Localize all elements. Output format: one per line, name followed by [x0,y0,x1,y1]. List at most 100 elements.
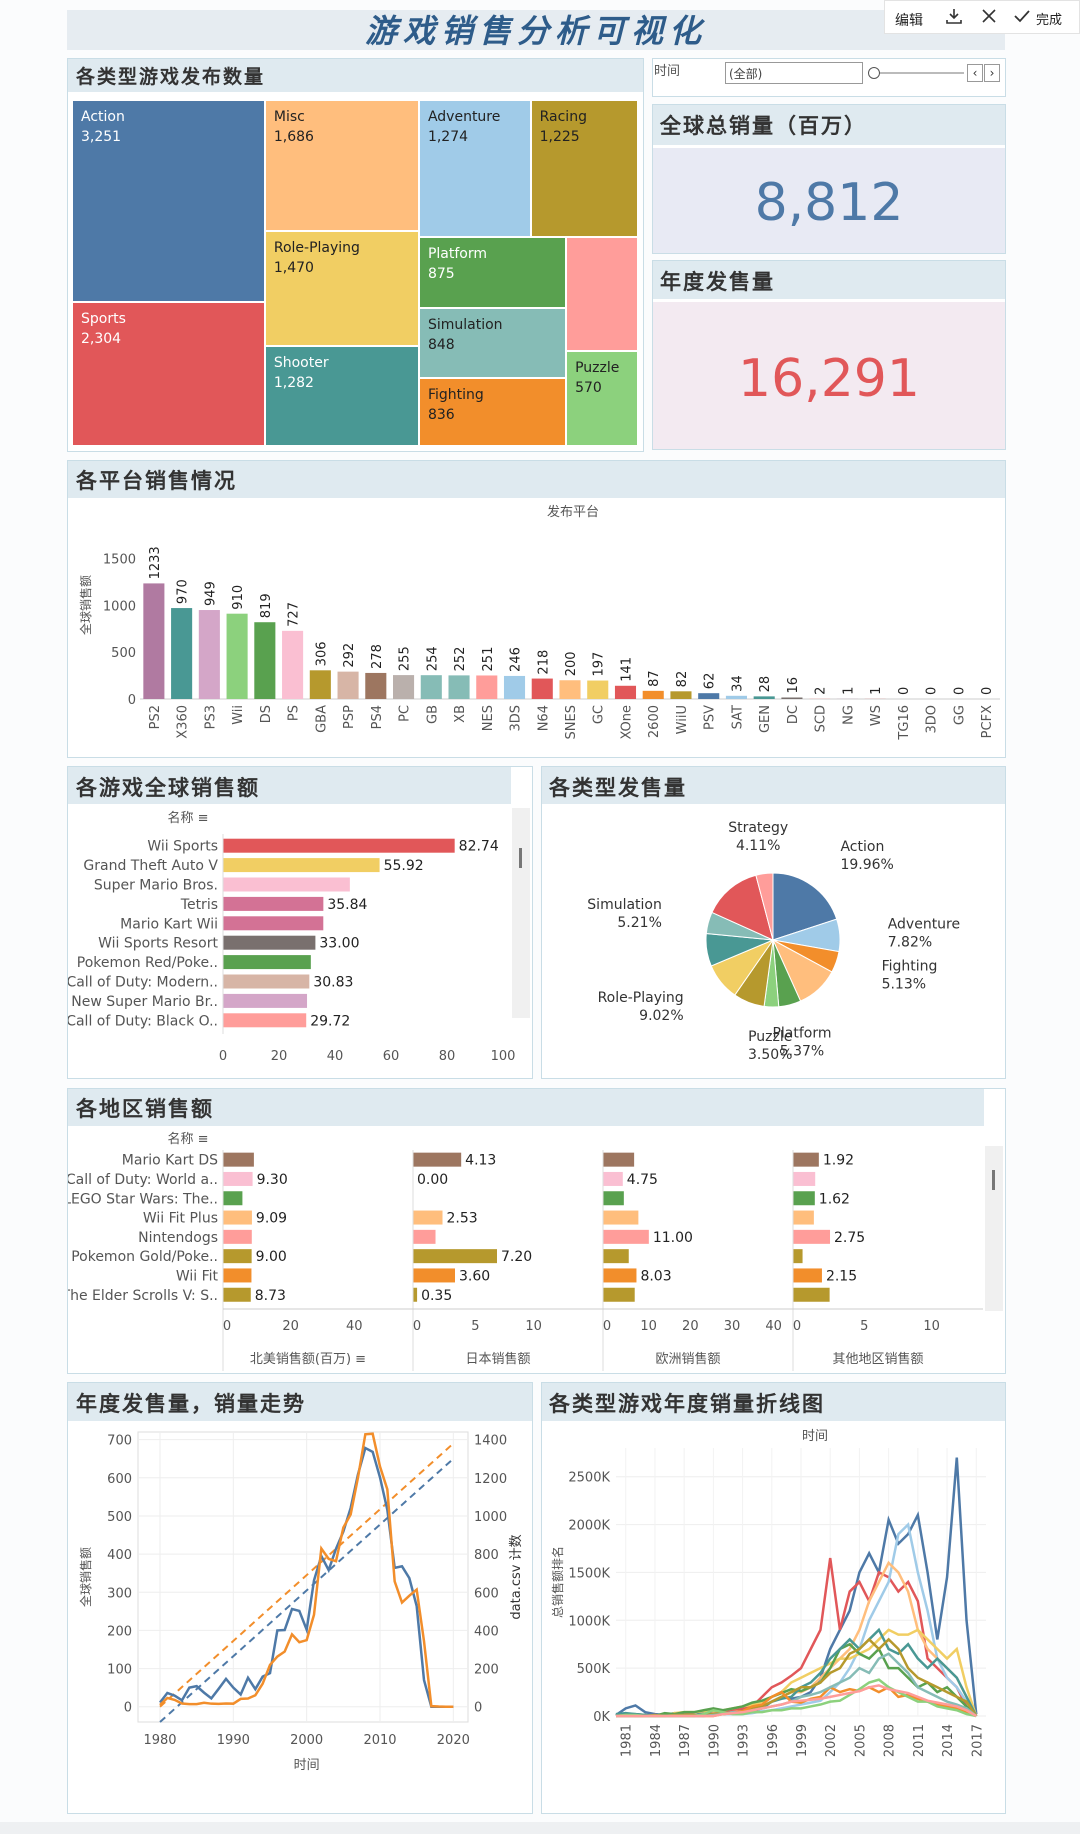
pie-slice-pct: 3.50% [748,1047,792,1063]
platform-xtick: X360 [176,705,191,739]
download-icon[interactable] [944,6,964,30]
pie-slice-name: Fighting [882,959,938,975]
regions-bar [223,1171,253,1186]
platform-bar-label: 218 [536,650,551,675]
treemap-cell-fighting[interactable]: Fighting 836 [418,377,567,446]
regions-bar [603,1152,635,1167]
games-bar [223,993,308,1008]
time-next-button[interactable]: › [984,64,1000,82]
treemap-cell-puzzle[interactable]: Puzzle 570 [566,350,638,446]
games-scroll-thumb[interactable] [519,848,522,868]
pie-slice-name: Puzzle [748,1029,792,1045]
regions-scrollbar[interactable] [985,1146,1003,1311]
global-sales-panel: 8,812 [652,104,1006,254]
time-prev-button[interactable]: ‹ [967,64,983,82]
treemap-cell-value: 848 [427,337,455,354]
edit-button[interactable]: 编辑 [895,13,923,29]
trend-ytick-left: 700 [107,1434,132,1449]
regions-bar-label: 4.13 [465,1153,496,1169]
regions-scroll-thumb[interactable] [992,1170,995,1190]
platform-bar [420,675,442,699]
treemap-cell-simulation[interactable]: Simulation 848 [418,308,567,378]
genre-xtick: 2005 [853,1724,868,1757]
platform-bar-label: 252 [453,647,468,672]
games-row-label: Pokemon Red/Poke.. [77,955,218,971]
games-bar-label: 55.92 [384,858,424,874]
treemap-cell-action[interactable]: Action 3,251 [72,100,265,303]
platform-xtick: DC [786,705,801,724]
platform-bar [670,691,692,699]
platform-bar-label: 0 [897,687,912,695]
regions-row-label: Call of Duty: World a.. [68,1172,218,1188]
regions-row-label: Wii Fit Plus [143,1211,218,1227]
treemap-cell-racing[interactable]: Racing 1,225 [530,100,638,238]
regions-bar [223,1287,251,1302]
regions-xtick: 10 [640,1319,657,1334]
regions-bar [223,1152,254,1167]
treemap-cell-sports[interactable]: Sports 2,304 [72,302,265,446]
regions-bar [793,1287,830,1302]
regions-bar [223,1210,252,1225]
platform-bar-label: 1 [869,687,884,695]
games-header [68,767,511,804]
platform-bar-label: 819 [259,593,274,618]
platform-bar-label: 141 [619,657,634,682]
platform-panel [67,460,1006,758]
games-xtick: 40 [327,1049,344,1064]
games-title: 各游戏全球销售额 [76,775,260,800]
games-bar [223,858,380,873]
platform-ytick: 500 [111,646,136,661]
platform-xtick: 2600 [647,705,662,738]
games-scrollbar[interactable] [512,808,530,1018]
regions-xtick: 30 [724,1319,741,1334]
platform-xtick: XOne [619,705,634,740]
trend-ytick-right: 600 [474,1586,499,1601]
treemap-cell-other[interactable] [566,237,638,351]
platform-xtick: WS [869,705,884,726]
pie-slice-name: Adventure [888,917,960,933]
close-icon[interactable] [980,7,998,29]
treemap-cell-value: 2,304 [81,331,122,348]
platform-bar [559,680,581,699]
done-button[interactable]: 完成 [1036,13,1063,28]
platform-xtick: SNES [564,705,579,739]
regions-bar [223,1268,252,1283]
time-filter-select[interactable]: (全部) [725,62,863,84]
games-row-label: Mario Kart Wii [120,916,218,932]
regions-bar [413,1210,443,1225]
time-slider-handle[interactable] [868,67,880,79]
games-bar-label: 30.83 [313,975,353,991]
pie-slice-pct: 4.11% [736,838,780,854]
pie-slice-pct: 5.37% [780,1044,824,1060]
trend-series-line [159,1446,454,1708]
trend-trendline [159,1457,455,1723]
platform-bar [254,622,276,699]
treemap-cell-misc[interactable]: Misc 1,686 [264,100,419,232]
treemap-cell-adventure[interactable]: Adventure 1,274 [418,100,531,238]
platform-bar-label: 278 [370,644,385,669]
regions-header [68,1089,984,1126]
check-icon[interactable] [1013,8,1031,28]
time-slider-track[interactable] [872,72,964,74]
platform-xtick: GG [952,705,967,725]
treemap-cell-shooter[interactable]: Shooter 1,282 [264,346,419,446]
treemap-cell-role-playing[interactable]: Role-Playing 1,470 [264,231,419,347]
platform-bar-label: 910 [231,585,246,610]
platform-bar [448,675,470,699]
pie-title: 各类型发售量 [549,775,687,800]
platform-header [68,461,1005,498]
treemap-cell-platform[interactable]: Platform 875 [418,237,567,309]
platform-xtick: PS2 [148,705,163,729]
global-sales-value: 8,812 [754,173,904,233]
pie-slice [755,872,774,941]
regions-bar [413,1229,436,1244]
platform-xtick: 3DO [925,705,940,734]
platform-ytick: 0 [128,693,136,708]
regions-bar [603,1229,649,1244]
regions-bar [793,1210,814,1225]
trend-ytick-left: 200 [107,1624,132,1639]
platform-bar [781,697,803,699]
regions-bar [793,1229,831,1244]
trend-xlabel: 时间 [294,1758,320,1773]
platform-bar [503,675,526,699]
